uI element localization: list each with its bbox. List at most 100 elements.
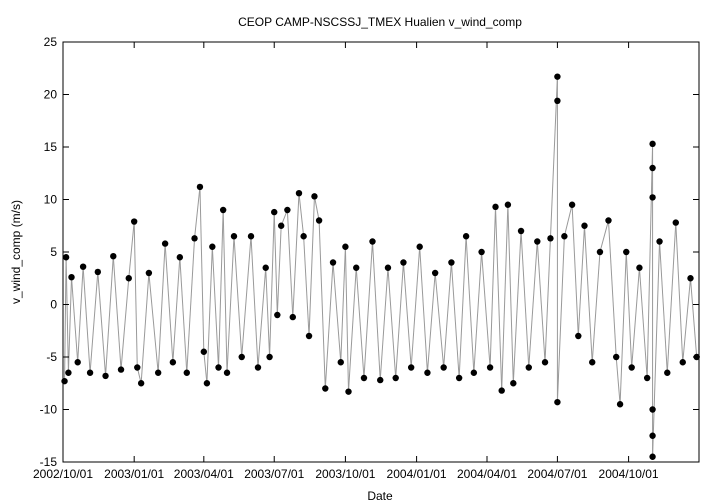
data-point — [534, 238, 541, 245]
connector-segment — [434, 272, 445, 368]
data-point — [345, 388, 352, 395]
connector-segment — [450, 262, 460, 379]
data-point — [664, 369, 671, 376]
connector-segment — [544, 238, 551, 363]
connector-segment — [292, 193, 300, 318]
data-point — [589, 359, 596, 366]
connector-segment — [179, 257, 188, 373]
connector-segment — [443, 262, 452, 368]
connector-segment — [112, 256, 122, 370]
connector-segment — [473, 251, 483, 373]
data-point — [230, 233, 238, 240]
data-point — [145, 269, 153, 277]
connector-segment — [556, 236, 565, 403]
connector-segment — [387, 267, 397, 379]
data-point — [407, 364, 415, 371]
connector-segment — [675, 222, 684, 363]
data-point — [504, 201, 512, 208]
data-point — [643, 374, 651, 382]
data-point — [400, 259, 407, 266]
data-point — [154, 369, 162, 376]
connector-segment — [82, 266, 91, 373]
connector-segment — [536, 241, 546, 363]
data-point — [295, 190, 303, 197]
data-point — [568, 201, 576, 208]
data-point — [274, 311, 281, 319]
data-point — [94, 268, 102, 276]
plot-frame — [62, 41, 700, 463]
data-point — [271, 208, 278, 216]
data-point — [672, 219, 679, 226]
connector-segment — [269, 212, 275, 358]
data-point — [547, 235, 554, 242]
connector-segment — [226, 236, 235, 373]
connector-segment — [638, 267, 648, 379]
data-point — [649, 140, 656, 148]
connector-segment — [250, 236, 259, 368]
x-tick-label: 2004/07/01 — [527, 467, 587, 481]
y-tick-label: 10 — [44, 193, 58, 207]
data-point — [215, 364, 222, 371]
data-point — [448, 259, 455, 266]
chart-title: CEOP CAMP-NSCSSJ_TMEX Hualien v_wind_com… — [238, 15, 522, 29]
data-point — [238, 353, 245, 361]
data-point — [492, 203, 499, 211]
data-point — [554, 97, 561, 105]
data-point — [300, 233, 307, 240]
data-point — [342, 243, 349, 250]
connector-segment — [501, 204, 509, 391]
connector-segment — [140, 272, 150, 384]
data-point — [636, 264, 643, 271]
data-point — [377, 376, 384, 384]
connector-segment — [324, 262, 334, 389]
y-tick-label: 25 — [44, 35, 58, 49]
connector-segment — [120, 278, 130, 370]
connector-segment — [186, 238, 196, 373]
data-point — [455, 374, 463, 382]
data-point — [254, 364, 262, 371]
data-point — [554, 398, 561, 406]
data-point — [628, 364, 635, 371]
data-point — [360, 374, 368, 382]
connector-segment — [233, 236, 243, 358]
data-point — [125, 275, 132, 282]
data-point — [470, 369, 478, 376]
data-point — [183, 369, 190, 376]
connector-segment — [97, 271, 107, 376]
data-point — [369, 238, 376, 245]
connector-segment — [419, 246, 428, 373]
connector-segment — [172, 257, 181, 363]
connector-segment — [265, 267, 271, 358]
connector-segment — [631, 267, 640, 368]
data-point — [191, 235, 198, 242]
data-point — [62, 254, 70, 261]
data-point — [649, 194, 656, 201]
y-tick-label: 0 — [50, 298, 57, 312]
x-axis-ticks: 2002/10/01 2003/01/01 2003/04/01 2003/07/01… — [33, 42, 659, 481]
connector-lines — [64, 76, 698, 457]
connector-segment — [206, 246, 213, 384]
connector-segment — [65, 257, 69, 373]
connector-segment — [402, 262, 412, 368]
connector-segment — [577, 225, 585, 337]
connector-segment — [599, 220, 609, 253]
y-tick-label: 5 — [50, 245, 57, 259]
connector-segment — [426, 272, 436, 373]
connector-segment — [607, 220, 617, 358]
connector-segment — [591, 251, 601, 363]
data-point — [134, 364, 141, 371]
data-point — [305, 332, 313, 340]
connector-segment — [489, 206, 497, 368]
connector-segment — [659, 241, 668, 373]
data-point — [169, 359, 177, 366]
data-point — [176, 254, 184, 261]
connector-segment — [89, 271, 99, 373]
connector-segment — [571, 204, 579, 337]
data-point — [209, 243, 216, 250]
connector-segment — [303, 236, 310, 337]
data-point — [649, 406, 656, 413]
connector-segment — [276, 225, 282, 316]
data-point — [510, 380, 517, 387]
data-point — [311, 193, 318, 200]
